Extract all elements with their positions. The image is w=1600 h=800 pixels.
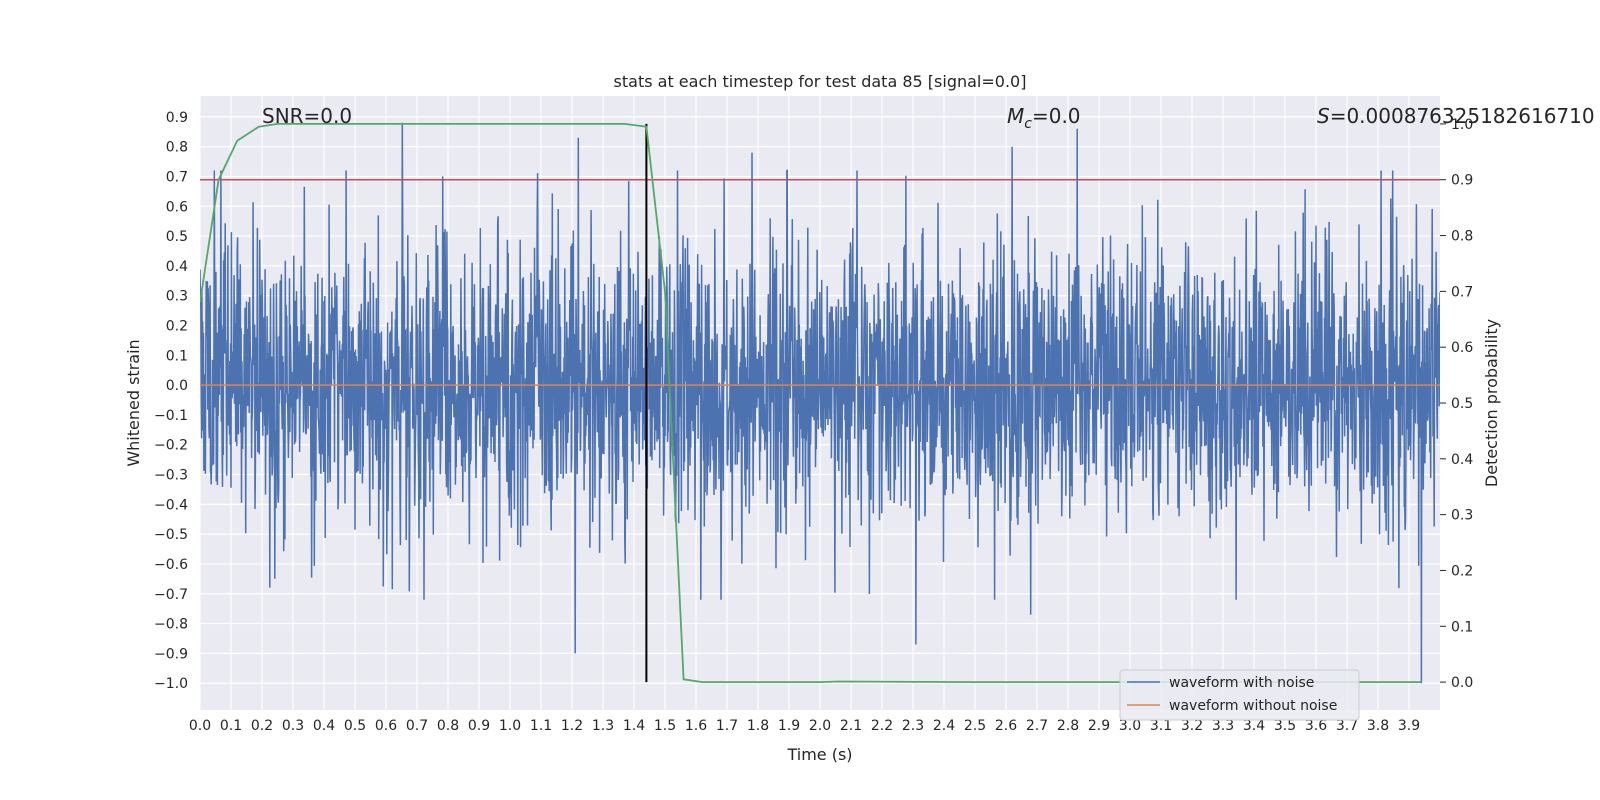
x-tick-label: 1.0 <box>499 718 521 734</box>
chirp-mass-annotation: Mc=0.0 <box>1007 104 1081 132</box>
x-tick-label: 1.7 <box>716 718 738 734</box>
y-right-tick-label: 0.9 <box>1451 173 1473 189</box>
x-tick-label: 3.5 <box>1274 718 1296 734</box>
y-tick-label: −0.6 <box>154 557 188 573</box>
x-tick-label: 0.7 <box>406 718 428 734</box>
x-tick-label: 3.4 <box>1243 718 1265 734</box>
y-right-tick-label: 0.2 <box>1451 563 1473 579</box>
x-tick-label: 2.4 <box>933 718 955 734</box>
x-tick-label: 2.0 <box>809 718 831 734</box>
significance-annotation: S=0.000876325182616710 <box>1317 104 1595 128</box>
y-right-axis-label: Detection probability <box>1482 319 1501 487</box>
y-tick-label: −1.0 <box>154 676 188 692</box>
x-tick-label: 2.5 <box>964 718 986 734</box>
series-noise-line <box>200 122 1440 684</box>
y-right-tick-label: 0.3 <box>1451 508 1473 524</box>
significance-symbol: S <box>1317 104 1330 128</box>
x-tick-label: 3.3 <box>1212 718 1234 734</box>
y-tick-label: 0.6 <box>166 199 188 215</box>
x-tick-label: 3.9 <box>1398 718 1420 734</box>
x-tick-label: 0.9 <box>468 718 490 734</box>
y-tick-label: −0.3 <box>154 468 188 484</box>
y-right-axis-ticks: 1.0 0.9 0.8 0.7 0.6 0.5 0.4 0.3 0.2 0.1 0.0 <box>1440 117 1473 691</box>
y-tick-label: 0.2 <box>166 319 188 335</box>
x-tick-label: 3.0 <box>1119 718 1141 734</box>
y-right-tick-label: 1.0 <box>1451 117 1473 133</box>
y-tick-label: −0.8 <box>154 617 188 633</box>
y-right-tick-label: 0.6 <box>1451 340 1473 356</box>
x-tick-label: 1.4 <box>623 718 645 734</box>
legend-label-noise: waveform with noise <box>1169 675 1314 691</box>
chart-title: stats at each timestep for test data 85 … <box>614 72 1027 91</box>
y-tick-label: −0.9 <box>154 646 188 662</box>
x-tick-label: 0.0 <box>189 718 211 734</box>
y-tick-label: 0.8 <box>166 140 188 156</box>
y-tick-label: 0.1 <box>166 348 188 364</box>
plot-area <box>200 122 1440 684</box>
y-tick-label: 0.3 <box>166 289 188 305</box>
x-tick-label: 0.2 <box>251 718 273 734</box>
x-tick-label: 3.8 <box>1367 718 1389 734</box>
y-tick-label: −0.7 <box>154 587 188 603</box>
y-tick-label: −0.2 <box>154 438 188 454</box>
x-tick-label: 1.5 <box>654 718 676 734</box>
y-tick-label: 0.0 <box>166 378 188 394</box>
x-tick-label: 1.9 <box>778 718 800 734</box>
x-tick-label: 2.6 <box>995 718 1017 734</box>
legend-label-clean: waveform without noise <box>1169 698 1337 714</box>
x-tick-label: 2.1 <box>840 718 862 734</box>
y-tick-label: −0.1 <box>154 408 188 424</box>
x-tick-label: 1.6 <box>685 718 707 734</box>
x-tick-label: 3.6 <box>1305 718 1327 734</box>
chirp-mass-subscript: c <box>1024 116 1032 132</box>
x-tick-label: 0.3 <box>282 718 304 734</box>
y-tick-label: 0.7 <box>166 169 188 185</box>
y-tick-label: −0.5 <box>154 527 188 543</box>
x-tick-label: 0.1 <box>220 718 242 734</box>
x-tick-label: 2.2 <box>871 718 893 734</box>
y-tick-label: −0.4 <box>154 497 188 513</box>
x-tick-label: 3.1 <box>1150 718 1172 734</box>
y-right-tick-label: 0.5 <box>1451 396 1473 412</box>
x-axis-ticks: 0.0 0.1 0.2 0.3 0.4 0.5 0.6 0.7 0.8 0.9 1.0 1.1 1.2 1… <box>189 718 1420 734</box>
x-tick-label: 0.8 <box>437 718 459 734</box>
y-tick-label: 0.5 <box>166 229 188 245</box>
y-right-tick-label: 0.7 <box>1451 284 1473 300</box>
x-tick-label: 1.8 <box>747 718 769 734</box>
x-tick-label: 1.3 <box>592 718 614 734</box>
x-tick-label: 0.5 <box>344 718 366 734</box>
legend: waveform with noise waveform without noi… <box>1119 669 1360 721</box>
x-tick-label: 1.2 <box>561 718 583 734</box>
y-axis-ticks: 0.9 0.8 0.7 0.6 0.5 0.4 0.3 0.2 0.1 0.0 −0.1 −0.2 −0… <box>154 110 188 692</box>
x-tick-label: 1.1 <box>530 718 552 734</box>
y-tick-label: 0.4 <box>166 259 188 275</box>
y-tick-label: 0.9 <box>166 110 188 126</box>
y-right-tick-label: 0.0 <box>1451 675 1473 691</box>
x-tick-label: 2.8 <box>1057 718 1079 734</box>
x-tick-label: 0.6 <box>375 718 397 734</box>
y-right-tick-label: 0.4 <box>1451 452 1473 468</box>
x-tick-label: 2.7 <box>1026 718 1048 734</box>
x-tick-label: 0.4 <box>313 718 335 734</box>
x-tick-label: 2.3 <box>902 718 924 734</box>
x-axis-label: Time (s) <box>786 745 852 764</box>
x-tick-label: 2.9 <box>1088 718 1110 734</box>
series-probability-line <box>200 123 1422 683</box>
y-axis-label: Whitened strain <box>124 339 143 466</box>
legend-box <box>1119 669 1360 721</box>
chirp-mass-symbol: M <box>1007 104 1024 128</box>
y-right-tick-label: 0.1 <box>1451 619 1473 635</box>
chirp-mass-value: =0.0 <box>1032 104 1081 128</box>
snr-annotation: SNR=0.0 <box>262 104 352 128</box>
x-tick-label: 3.2 <box>1181 718 1203 734</box>
x-tick-label: 3.7 <box>1336 718 1358 734</box>
significance-value: =0.000876325182616710 <box>1330 104 1595 128</box>
y-right-tick-label: 0.8 <box>1451 229 1473 245</box>
